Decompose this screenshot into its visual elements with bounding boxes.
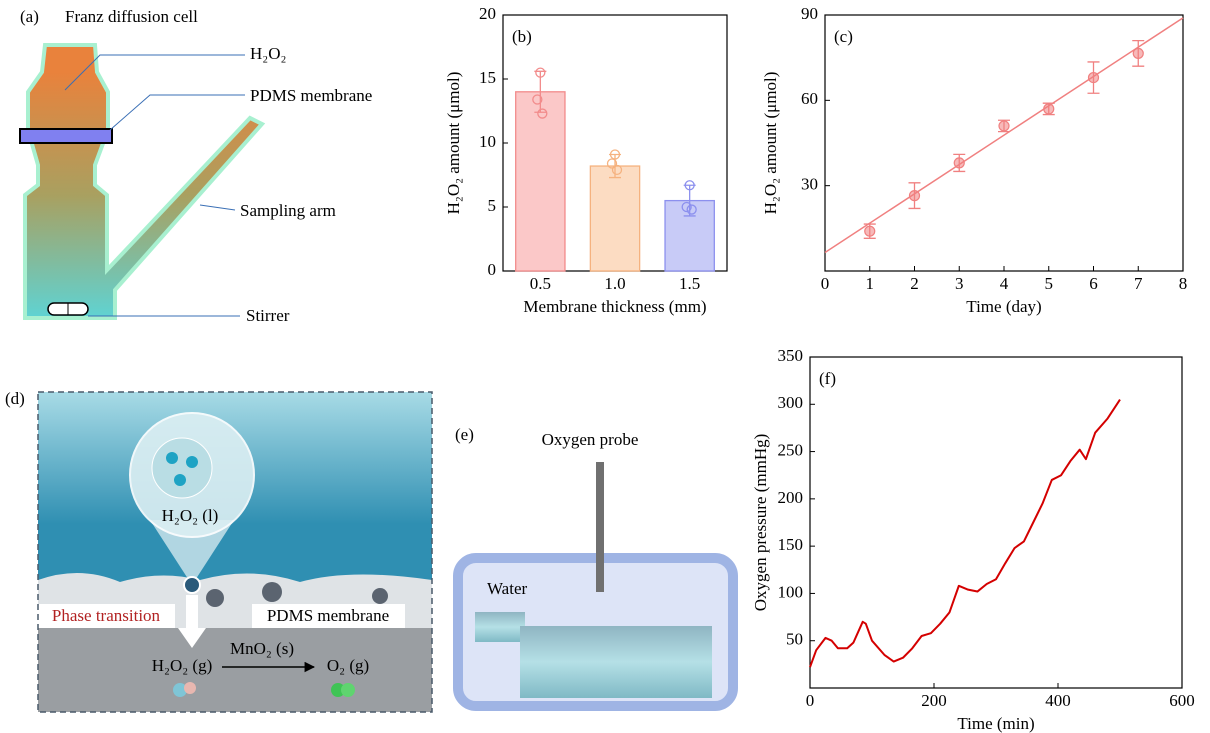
label: H₂O₂ — [250, 44, 286, 63]
pore — [206, 589, 224, 607]
probe — [596, 462, 604, 592]
x-axis-label: Time (day) — [966, 297, 1041, 316]
data-point — [999, 121, 1009, 131]
x-tick-label: 7 — [1134, 274, 1143, 293]
y-axis-label: H₂O₂ amount (μmol) — [444, 72, 463, 215]
data-point — [1044, 104, 1054, 114]
data-point — [1089, 73, 1099, 83]
pore — [262, 582, 282, 602]
y-tick-label: 0 — [488, 260, 497, 279]
y-tick-label: 350 — [778, 346, 804, 365]
x-tick-label: 6 — [1089, 274, 1098, 293]
y-tick-label: 90 — [801, 4, 818, 23]
panel-label: (a) — [20, 7, 39, 26]
label: Sampling arm — [240, 201, 336, 220]
fit-line — [825, 18, 1183, 253]
label: MnO₂ (s) — [230, 639, 294, 658]
panel-label: (f) — [819, 369, 836, 388]
data-point — [954, 158, 964, 168]
x-tick-label: 2 — [910, 274, 919, 293]
y-axis-label: H₂O₂ amount (μmol) — [761, 72, 780, 215]
molecule — [186, 456, 198, 468]
y-tick-label: 20 — [479, 4, 496, 23]
y-tick-label: 60 — [801, 89, 818, 108]
molecule — [341, 683, 355, 697]
panel-e: (e) Oxygen probe Water — [455, 425, 733, 706]
x-tick-label: 0.5 — [530, 274, 551, 293]
label: O₂ (g) — [327, 656, 369, 675]
molecule — [184, 682, 196, 694]
y-tick-label: 250 — [778, 440, 804, 459]
disc — [475, 612, 525, 642]
label: PDMS membrane — [250, 86, 372, 105]
label: Water — [487, 579, 527, 598]
panel-d: (d) Phase transition PDMS membrane H₂O₂ … — [5, 389, 432, 712]
panel-label: (c) — [834, 27, 853, 46]
panel-a: (a) Franz diffusion cell H₂O₂ PDMS membr… — [20, 7, 372, 325]
leader-line — [200, 205, 235, 210]
x-axis-label: Time (min) — [957, 714, 1034, 733]
label: H₂O₂ (g) — [152, 656, 212, 675]
leader-line — [110, 95, 245, 130]
panel-label: (d) — [5, 389, 25, 408]
y-tick-label: 30 — [801, 175, 818, 194]
pore — [372, 588, 388, 604]
pore-marker — [184, 577, 200, 593]
gas-region — [38, 620, 432, 712]
y-tick-label: 300 — [778, 393, 804, 412]
x-tick-label: 5 — [1045, 274, 1054, 293]
x-axis-label: Membrane thickness (mm) — [523, 297, 706, 316]
x-tick-label: 400 — [1045, 691, 1071, 710]
y-tick-label: 5 — [488, 196, 497, 215]
x-tick-label: 600 — [1169, 691, 1195, 710]
data-line — [810, 400, 1120, 668]
disc — [520, 626, 712, 698]
y-tick-label: 15 — [479, 68, 496, 87]
label: Stirrer — [246, 306, 290, 325]
y-tick-label: 10 — [479, 132, 496, 151]
x-tick-label: 1.5 — [679, 274, 700, 293]
x-tick-label: 8 — [1179, 274, 1188, 293]
y-tick-label: 50 — [786, 630, 803, 649]
y-tick-label: 100 — [778, 582, 804, 601]
data-point — [1133, 48, 1143, 58]
x-tick-label: 200 — [921, 691, 947, 710]
molecule — [174, 474, 186, 486]
y-axis-label: Oxygen pressure (mmHg) — [751, 434, 770, 612]
label: Oxygen probe — [542, 430, 639, 449]
x-tick-label: 4 — [1000, 274, 1009, 293]
data-point — [910, 191, 920, 201]
plot-frame — [810, 357, 1182, 688]
x-tick-label: 1.0 — [604, 274, 625, 293]
membrane — [20, 129, 112, 143]
data-point — [865, 226, 875, 236]
label: Phase transition — [52, 606, 161, 625]
figure: (a) Franz diffusion cell H₂O₂ PDMS membr… — [0, 0, 1210, 733]
franz-cell — [25, 45, 262, 318]
x-tick-label: 0 — [806, 691, 815, 710]
x-tick-label: 3 — [955, 274, 964, 293]
label: H₂O₂ (l) — [162, 506, 219, 525]
x-tick-label: 0 — [821, 274, 830, 293]
panel-label: (e) — [455, 425, 474, 444]
droplet — [152, 438, 212, 498]
y-tick-label: 200 — [778, 488, 804, 507]
bar — [590, 166, 639, 271]
bar — [516, 92, 565, 271]
panel-title: Franz diffusion cell — [65, 7, 198, 26]
label: PDMS membrane — [267, 606, 389, 625]
panel-label: (b) — [512, 27, 532, 46]
y-tick-label: 150 — [778, 535, 804, 554]
molecule — [166, 452, 178, 464]
x-tick-label: 1 — [866, 274, 875, 293]
